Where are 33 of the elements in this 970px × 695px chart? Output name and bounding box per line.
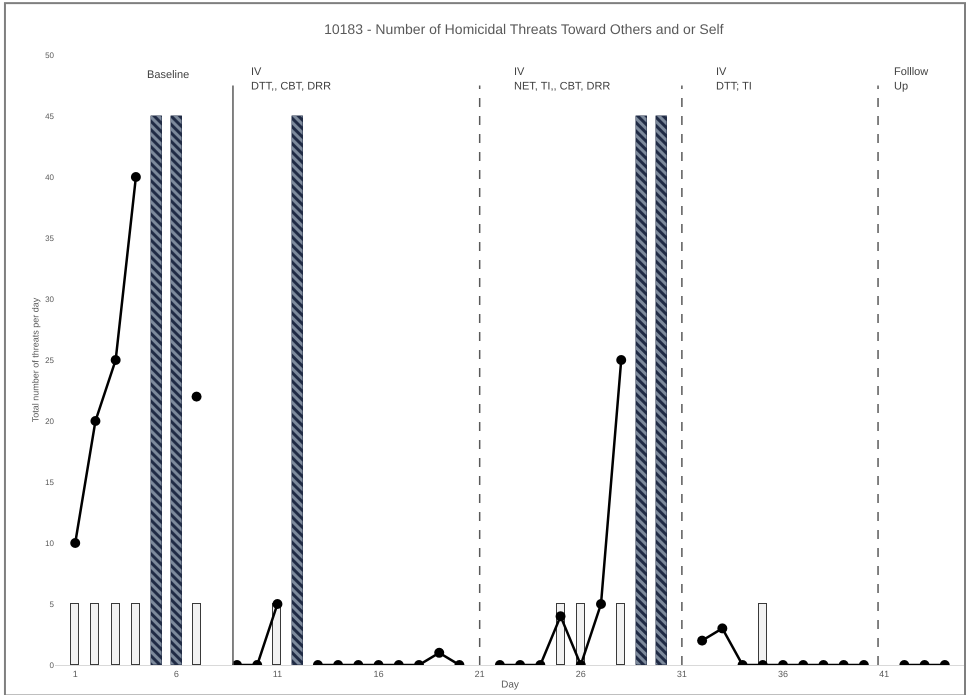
annotation: IV DTT,, CBT, DRR xyxy=(251,66,332,92)
x-axis-title: Day xyxy=(501,679,519,690)
point xyxy=(192,392,202,402)
point xyxy=(616,355,626,365)
y-tick-label: 30 xyxy=(45,294,55,304)
x-tick-label: 11 xyxy=(272,668,282,679)
y-tick-label: 45 xyxy=(45,112,55,121)
annotation: Baseline xyxy=(147,69,190,81)
y-tick-label: 35 xyxy=(45,234,55,243)
x-tick-label: 31 xyxy=(676,668,687,679)
y-tick-label: 10 xyxy=(45,538,55,548)
annotation: Folllow Up xyxy=(894,66,928,92)
y-tick-label: 40 xyxy=(45,172,55,182)
point xyxy=(110,355,121,365)
x-tick-label: 41 xyxy=(879,668,890,679)
y-tick-label: 50 xyxy=(45,50,55,60)
y-tick-label: 5 xyxy=(50,600,55,609)
annotation: IV DTT; TI xyxy=(716,66,752,92)
chart-title: 10183 - Number of Homicidal Threats Toward Others and or Self xyxy=(324,21,724,38)
point xyxy=(90,416,100,426)
x-tick-label: 1 xyxy=(72,668,78,679)
y-tick-label: 20 xyxy=(45,416,55,426)
y-axis-title: Total number of threats per day xyxy=(30,297,40,422)
x-tick-label: 6 xyxy=(174,668,179,679)
x-tick-label: 16 xyxy=(374,668,384,679)
point xyxy=(70,538,80,548)
y-tick-label: 0 xyxy=(50,660,55,670)
x-tick-label: 26 xyxy=(576,668,586,679)
y-tick-label: 15 xyxy=(45,478,55,487)
x-tick-label: 36 xyxy=(778,668,788,679)
annotation: IV NET, TI,, CBT, DRR xyxy=(514,66,610,92)
y-tick-label: 25 xyxy=(45,356,55,365)
x-tick-label: 21 xyxy=(474,668,485,679)
